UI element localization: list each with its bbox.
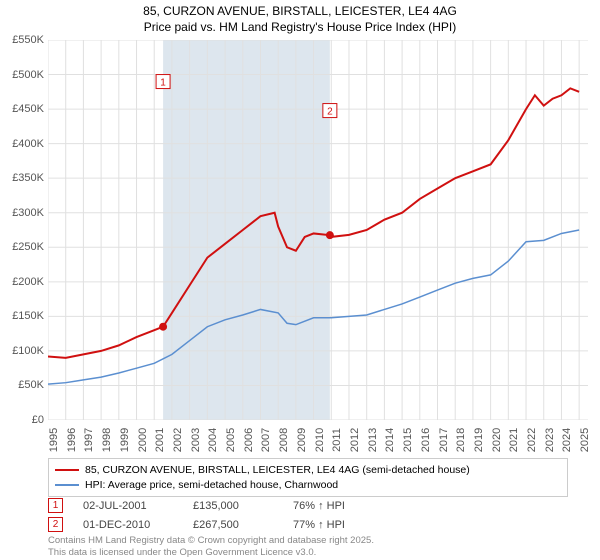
- x-tick-label: 2002: [172, 428, 184, 452]
- event-date: 02-JUL-2001: [83, 500, 173, 512]
- x-tick-label: 2000: [137, 428, 149, 452]
- svg-text:1: 1: [160, 78, 166, 89]
- chart-title: 85, CURZON AVENUE, BIRSTALL, LEICESTER, …: [0, 0, 600, 35]
- y-tick-label: £0: [32, 414, 44, 426]
- x-tick-label: 2001: [154, 428, 166, 452]
- legend-label: 85, CURZON AVENUE, BIRSTALL, LEICESTER, …: [85, 463, 470, 478]
- x-tick-label: 2020: [491, 428, 503, 452]
- x-tick-label: 2006: [243, 428, 255, 452]
- x-tick-label: 2008: [278, 428, 290, 452]
- event-date: 01-DEC-2010: [83, 519, 173, 531]
- x-tick-label: 1997: [83, 428, 95, 452]
- x-tick-label: 1999: [119, 428, 131, 452]
- chart-svg: 12: [48, 40, 588, 420]
- x-tick-label: 1998: [101, 428, 113, 452]
- y-tick-label: £150K: [12, 310, 44, 322]
- x-tick-label: 2024: [561, 428, 573, 452]
- y-tick-label: £500K: [12, 69, 44, 81]
- event-row: 1 02-JUL-2001 £135,000 76% ↑ HPI: [48, 498, 568, 513]
- event-marker: 2: [48, 517, 63, 532]
- y-tick-label: £100K: [12, 345, 44, 357]
- y-tick-label: £400K: [12, 138, 44, 150]
- chart-container: 85, CURZON AVENUE, BIRSTALL, LEICESTER, …: [0, 0, 600, 560]
- x-axis: 1995 1996 1997 1998 1999 2000 2001 2002 2003 2004…: [48, 422, 588, 452]
- x-tick-label: 2019: [473, 428, 485, 452]
- x-tick-label: 2011: [331, 428, 343, 452]
- footer-line1: Contains HM Land Registry data © Crown c…: [48, 535, 374, 546]
- event-marker: 1: [48, 498, 63, 513]
- x-tick-label: 2005: [225, 428, 237, 452]
- y-tick-label: £450K: [12, 103, 44, 115]
- y-tick-label: £50K: [18, 379, 44, 391]
- x-tick-label: 2009: [296, 428, 308, 452]
- x-tick-label: 2025: [579, 428, 591, 452]
- x-tick-label: 2018: [455, 428, 467, 452]
- svg-text:2: 2: [327, 107, 333, 118]
- title-line1: 85, CURZON AVENUE, BIRSTALL, LEICESTER, …: [0, 4, 600, 20]
- x-tick-label: 2007: [260, 428, 272, 452]
- y-tick-label: £250K: [12, 241, 44, 253]
- title-line2: Price paid vs. HM Land Registry's House …: [0, 20, 600, 36]
- y-tick-label: £200K: [12, 276, 44, 288]
- x-tick-label: 1995: [48, 428, 60, 452]
- events-table: 1 02-JUL-2001 £135,000 76% ↑ HPI 2 01-DEC…: [48, 498, 568, 536]
- legend-swatch: [55, 469, 79, 471]
- plot-area: 12: [48, 40, 588, 420]
- event-row: 2 01-DEC-2010 £267,500 77% ↑ HPI: [48, 517, 568, 532]
- legend-swatch: [55, 484, 79, 486]
- x-tick-label: 2014: [384, 428, 396, 452]
- x-tick-label: 2016: [420, 428, 432, 452]
- legend: 85, CURZON AVENUE, BIRSTALL, LEICESTER, …: [48, 458, 568, 497]
- legend-item: HPI: Average price, semi-detached house,…: [55, 478, 561, 493]
- x-tick-label: 1996: [66, 428, 78, 452]
- x-tick-label: 2010: [314, 428, 326, 452]
- footer-line2: This data is licensed under the Open Gov…: [48, 547, 374, 558]
- event-price: £267,500: [193, 519, 273, 531]
- x-tick-label: 2013: [367, 428, 379, 452]
- y-tick-label: £350K: [12, 172, 44, 184]
- event-price: £135,000: [193, 500, 273, 512]
- event-pct: 76% ↑ HPI: [293, 500, 345, 512]
- x-tick-label: 2017: [438, 428, 450, 452]
- x-tick-label: 2015: [402, 428, 414, 452]
- x-tick-label: 2023: [544, 428, 556, 452]
- x-tick-label: 2012: [349, 428, 361, 452]
- x-tick-label: 2021: [508, 428, 520, 452]
- legend-item: 85, CURZON AVENUE, BIRSTALL, LEICESTER, …: [55, 463, 561, 478]
- event-pct: 77% ↑ HPI: [293, 519, 345, 531]
- x-tick-label: 2003: [190, 428, 202, 452]
- y-tick-label: £550K: [12, 34, 44, 46]
- x-tick-label: 2004: [207, 428, 219, 452]
- footer-attribution: Contains HM Land Registry data © Crown c…: [48, 535, 374, 558]
- y-tick-label: £300K: [12, 207, 44, 219]
- y-axis: £0£50K£100K£150K£200K£250K£300K£350K£400…: [0, 40, 48, 420]
- x-tick-label: 2022: [526, 428, 538, 452]
- legend-label: HPI: Average price, semi-detached house,…: [85, 478, 338, 493]
